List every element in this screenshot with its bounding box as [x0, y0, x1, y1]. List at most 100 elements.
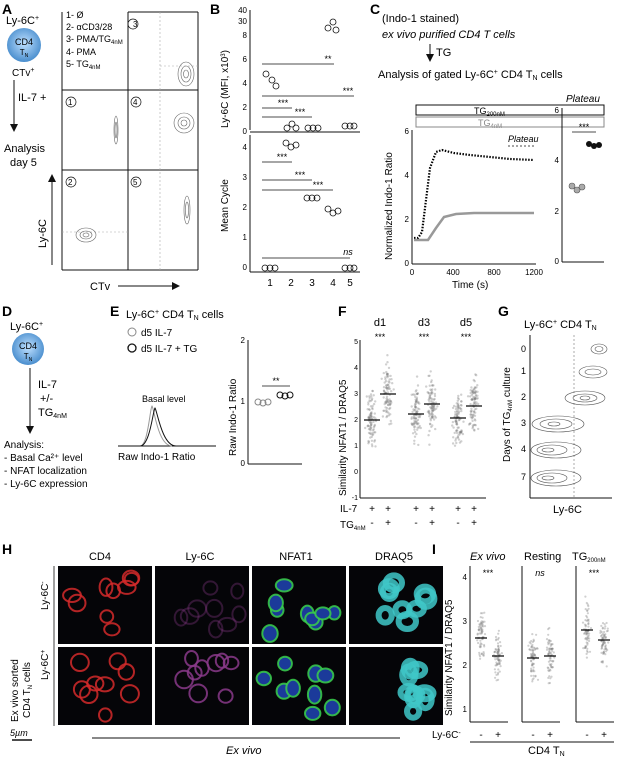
scatter-point: [452, 436, 455, 439]
svg-text:+: +: [369, 504, 375, 515]
scatter-point: [600, 635, 603, 638]
scatter-point: [373, 431, 376, 434]
svg-text:***: ***: [483, 568, 494, 578]
scatter-point: [587, 604, 590, 608]
scatter-point: [582, 647, 585, 650]
scatter-point: [530, 646, 533, 649]
svg-text:Ly-6C (MFI, x103): Ly-6C (MFI, x103): [220, 50, 231, 128]
panel-b: B Ly-6C (MFI, x103) Mean Cycle 0 2 4 6 8…: [210, 1, 360, 289]
scatter-point: [549, 664, 552, 667]
panel-f-row1: IL-7: [340, 504, 358, 515]
scatter-point: [550, 675, 553, 678]
scatter-point: [497, 656, 500, 659]
cell-nucleus: [217, 616, 238, 633]
scatter-point: [413, 426, 416, 429]
scatter-point: [415, 422, 418, 425]
scatter-point: [416, 418, 420, 422]
scatter-point: [414, 390, 417, 393]
scatter-point: [472, 378, 475, 382]
scatter-point: [429, 393, 432, 396]
scatter-point: [386, 388, 389, 391]
scatter-point: [601, 644, 604, 647]
cell-nucleus: [274, 578, 294, 593]
ly6c-image: [155, 566, 249, 644]
scatter-point: [431, 406, 434, 409]
scatter-point: [383, 381, 386, 384]
scatter-point: [386, 403, 390, 406]
scatter-point: [431, 384, 434, 387]
scatter-point: [367, 427, 371, 431]
scatter-point: [432, 408, 435, 412]
svg-text:2: 2: [463, 661, 468, 670]
panel-b-bottom-sig-lines: [262, 161, 350, 259]
scatter-point: [607, 641, 610, 644]
scatter-point: [477, 625, 480, 629]
scatter-point: [416, 392, 419, 396]
scatter-point: [388, 400, 391, 403]
scatter-point: [389, 406, 392, 410]
scatter-point: [387, 403, 390, 407]
scatter-point: [532, 668, 535, 672]
panel-f-row1-signs: + + + + + +: [369, 504, 477, 515]
scatter-point: [385, 409, 388, 412]
histogram-il7-tg: [139, 407, 177, 447]
svg-text:-: -: [585, 730, 588, 741]
scatter-point: [369, 412, 373, 415]
scatter-point: [603, 623, 606, 626]
panel-h-row-2: Ly-6C: [40, 654, 51, 680]
scatter-point: [476, 390, 479, 393]
panel-d-analysis-1: Analysis:: [4, 440, 44, 451]
panel-i-group-3: TG: [572, 551, 587, 563]
scatter-point: [368, 416, 371, 419]
scatter-point: [418, 415, 421, 419]
scatter-point: [430, 407, 433, 410]
scatter-point: [533, 654, 537, 657]
panel-g-ylabel: Days of TG: [502, 411, 513, 462]
scatter-point: [586, 636, 589, 639]
scatter-point: [586, 612, 590, 615]
scatter-point: [371, 389, 374, 393]
scatter-point: [410, 405, 413, 408]
panel-b-top-ylabel-end: ): [220, 50, 231, 53]
scatter-point: [585, 636, 588, 640]
scatter-point: [482, 651, 485, 654]
svg-text:-: -: [456, 518, 459, 529]
cell-nucleus: [399, 663, 419, 687]
scatter-point: [546, 641, 550, 644]
scatter-point: [386, 398, 389, 401]
scatter-point: [548, 657, 551, 660]
scatter-point: [455, 429, 458, 432]
scatter-point: [548, 650, 551, 653]
scatter-point: [384, 391, 388, 394]
scatter-point: [468, 422, 472, 425]
scatter-point: [535, 633, 538, 636]
panel-d-cell-label: CD4: [19, 341, 37, 351]
scatter-point: [430, 410, 433, 413]
scatter-point: [604, 646, 607, 649]
scatter-point: [473, 414, 477, 417]
scatter-point: [479, 612, 483, 615]
panel-a-cond-3: 3- PMA/TG: [66, 34, 111, 44]
scatter-point: [585, 656, 589, 659]
scatter-point: [533, 648, 537, 651]
scatter-point: [530, 654, 533, 657]
scatter-point: [453, 431, 456, 435]
panel-a-cell-sub: T: [20, 48, 25, 57]
svg-text:4: 4: [243, 143, 248, 152]
svg-text:0: 0: [241, 459, 246, 468]
cell-nucleus: [306, 684, 323, 705]
scatter-point: [414, 417, 417, 420]
scatter-point: [470, 398, 473, 401]
panel-d-step-2: +/-: [40, 393, 53, 405]
scatter-point: [545, 638, 549, 641]
scatter-point: [366, 408, 369, 411]
scatter-point: [479, 621, 482, 624]
panel-h-letter: H: [2, 541, 12, 557]
scatter-point: [454, 407, 458, 411]
panel-a-ctv-sup: +: [30, 67, 34, 74]
scatter-point: [479, 616, 482, 619]
scatter-point: [475, 401, 478, 404]
scatter-point: [369, 415, 373, 418]
scatter-point: [600, 645, 603, 648]
scatter-point: [414, 420, 417, 423]
